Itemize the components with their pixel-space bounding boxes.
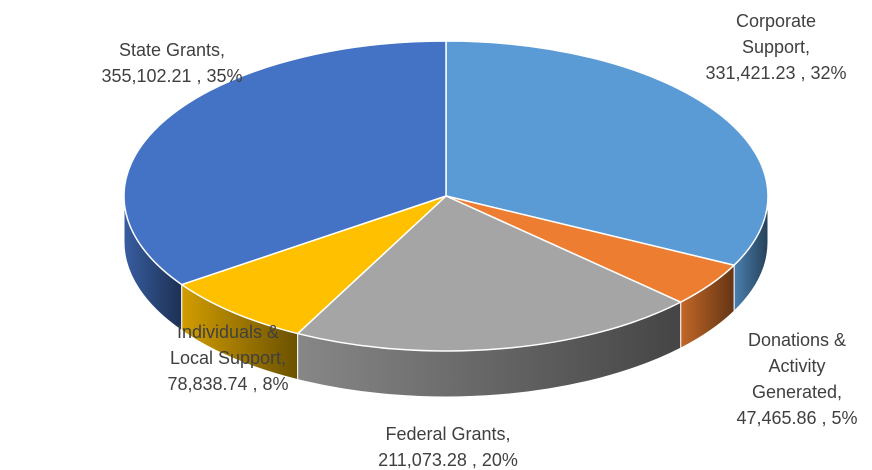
data-label-4: Individuals & Local Support, 78,838.74 , 8… <box>167 322 288 394</box>
data-label-2: Donations & Activity Generated, 47,465.86 ,… <box>736 330 857 428</box>
data-label-line: 211,073.28 , 20% <box>378 450 518 470</box>
data-label-line: Donations & <box>748 330 846 350</box>
data-label-line: 355,102.21 , 35% <box>101 66 242 86</box>
data-label-line: Local Support, <box>170 348 286 368</box>
data-label-line: Corporate <box>736 11 816 31</box>
pie-sides <box>123 195 769 398</box>
data-label-line: Generated, <box>752 382 842 402</box>
data-label-line: 331,421.23 , 32% <box>705 63 846 83</box>
pie-slice-1 <box>445 40 769 266</box>
data-label-1: Corporate Support, 331,421.23 , 32% <box>705 11 846 83</box>
data-label-line: 47,465.86 , 5% <box>736 408 857 428</box>
data-label-line: Federal Grants, <box>385 424 510 444</box>
pie-slice-5 <box>123 40 447 286</box>
data-labels: Corporate Support, 331,421.23 , 32% Donatio… <box>101 11 857 470</box>
data-label-line: Support, <box>742 37 810 57</box>
data-label-line: Activity <box>768 356 825 376</box>
pie-slice-4 <box>181 195 447 335</box>
pie-slice-3 <box>296 195 682 352</box>
data-label-line: Individuals & <box>177 322 279 342</box>
data-label-line: 78,838.74 , 8% <box>167 374 288 394</box>
data-label-3: Federal Grants, 211,073.28 , 20% <box>378 424 518 470</box>
data-label-line: State Grants, <box>119 40 225 60</box>
data-label-5: State Grants, 355,102.21 , 35% <box>101 40 242 86</box>
pie-slices <box>123 40 769 352</box>
